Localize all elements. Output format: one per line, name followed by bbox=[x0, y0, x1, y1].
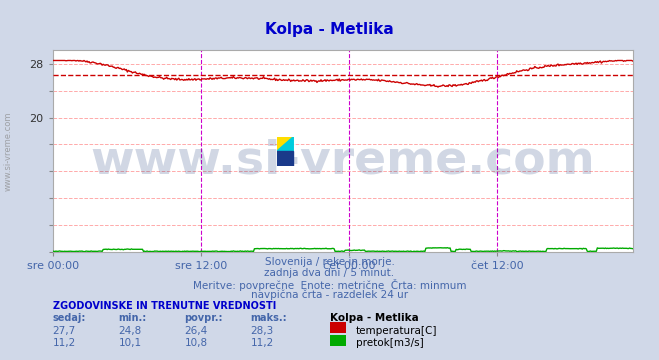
Text: 11,2: 11,2 bbox=[250, 338, 273, 348]
Text: 28,3: 28,3 bbox=[250, 326, 273, 336]
Polygon shape bbox=[277, 137, 293, 151]
Text: www.si-vreme.com: www.si-vreme.com bbox=[90, 139, 595, 184]
Text: navpična črta - razdelek 24 ur: navpična črta - razdelek 24 ur bbox=[251, 289, 408, 300]
Text: Slovenija / reke in morje.: Slovenija / reke in morje. bbox=[264, 257, 395, 267]
Text: povpr.:: povpr.: bbox=[185, 313, 223, 323]
Text: ZGODOVINSKE IN TRENUTNE VREDNOSTI: ZGODOVINSKE IN TRENUTNE VREDNOSTI bbox=[53, 301, 276, 311]
Text: Kolpa - Metlika: Kolpa - Metlika bbox=[330, 313, 418, 323]
Text: Kolpa - Metlika: Kolpa - Metlika bbox=[265, 22, 394, 37]
Text: 26,4: 26,4 bbox=[185, 326, 208, 336]
Polygon shape bbox=[277, 151, 293, 166]
Text: Meritve: povprečne  Enote: metrične  Črta: minmum: Meritve: povprečne Enote: metrične Črta:… bbox=[192, 279, 467, 291]
Text: maks.:: maks.: bbox=[250, 313, 287, 323]
Text: pretok[m3/s]: pretok[m3/s] bbox=[356, 338, 424, 348]
Text: zadnja dva dni / 5 minut.: zadnja dva dni / 5 minut. bbox=[264, 268, 395, 278]
Text: 27,7: 27,7 bbox=[53, 326, 76, 336]
Text: temperatura[C]: temperatura[C] bbox=[356, 326, 438, 336]
Text: 24,8: 24,8 bbox=[119, 326, 142, 336]
Text: 11,2: 11,2 bbox=[53, 338, 76, 348]
Text: sedaj:: sedaj: bbox=[53, 313, 86, 323]
Text: 10,8: 10,8 bbox=[185, 338, 208, 348]
Text: min.:: min.: bbox=[119, 313, 147, 323]
Polygon shape bbox=[277, 137, 293, 151]
Text: 10,1: 10,1 bbox=[119, 338, 142, 348]
Text: www.si-vreme.com: www.si-vreme.com bbox=[3, 112, 13, 191]
